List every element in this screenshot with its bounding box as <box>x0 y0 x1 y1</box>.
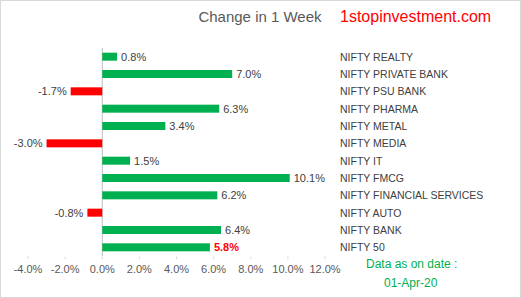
category-label: NIFTY PRIVATE BANK <box>340 68 448 80</box>
x-tick-label: 8.0% <box>238 263 263 275</box>
bar <box>102 191 217 199</box>
data-label: 10.1% <box>294 172 325 184</box>
data-label: 0.8% <box>121 51 146 63</box>
data-label: -3.0% <box>14 137 43 149</box>
data-label: 5.8% <box>214 241 239 253</box>
category-label: NIFTY AUTO <box>340 207 401 219</box>
data-label: -1.7% <box>38 85 67 97</box>
data-label: 6.2% <box>221 189 246 201</box>
category-label: NIFTY BANK <box>340 224 402 236</box>
x-tick-label: 6.0% <box>201 263 226 275</box>
x-tick-label: -4.0% <box>14 263 43 275</box>
x-tick-label: -2.0% <box>51 263 80 275</box>
title: Change in 1 Week <box>198 8 322 25</box>
x-tick-label: 4.0% <box>164 263 189 275</box>
bar <box>102 70 232 78</box>
date-note: Data as on date : <box>366 257 457 271</box>
category-label: NIFTY MEDIA <box>340 137 406 149</box>
bar <box>87 209 102 217</box>
chart-frame <box>1 1 521 298</box>
bar <box>102 105 219 113</box>
category-axis <box>102 48 103 256</box>
bar <box>102 53 117 61</box>
category-label: NIFTY REALTY <box>340 51 413 63</box>
date-value: 01-Apr-20 <box>384 276 438 290</box>
data-label: 6.3% <box>223 103 248 115</box>
data-label: 7.0% <box>236 68 261 80</box>
bar <box>102 226 221 234</box>
category-label: NIFTY IT <box>340 155 383 167</box>
bar <box>102 157 130 165</box>
category-label: NIFTY 50 <box>340 241 385 253</box>
data-label: 3.4% <box>169 120 194 132</box>
watermark: 1stopinvestment.com <box>340 8 491 25</box>
x-tick-label: 0.0% <box>90 263 115 275</box>
bar <box>71 87 103 95</box>
data-label: 1.5% <box>134 155 159 167</box>
bars <box>47 53 290 252</box>
x-tick-label: 10.0% <box>272 263 303 275</box>
category-label: NIFTY PSU BANK <box>340 85 426 97</box>
bar <box>102 243 210 251</box>
category-label: NIFTY FINANCIAL SERVICES <box>340 189 483 201</box>
category-label: NIFTY PHARMA <box>340 103 418 115</box>
bar <box>102 122 165 130</box>
bar <box>47 139 103 147</box>
chart: Change in 1 Week 1stopinvestment.com Data … <box>0 0 521 298</box>
x-axis <box>28 256 325 257</box>
x-tick-label: 2.0% <box>127 263 152 275</box>
x-tick-label: 12.0% <box>309 263 340 275</box>
bar <box>102 174 289 182</box>
category-label: NIFTY METAL <box>340 120 407 132</box>
data-label: -0.8% <box>55 207 84 219</box>
data-label: 6.4% <box>225 224 250 236</box>
category-label: NIFTY FMCG <box>340 172 404 184</box>
